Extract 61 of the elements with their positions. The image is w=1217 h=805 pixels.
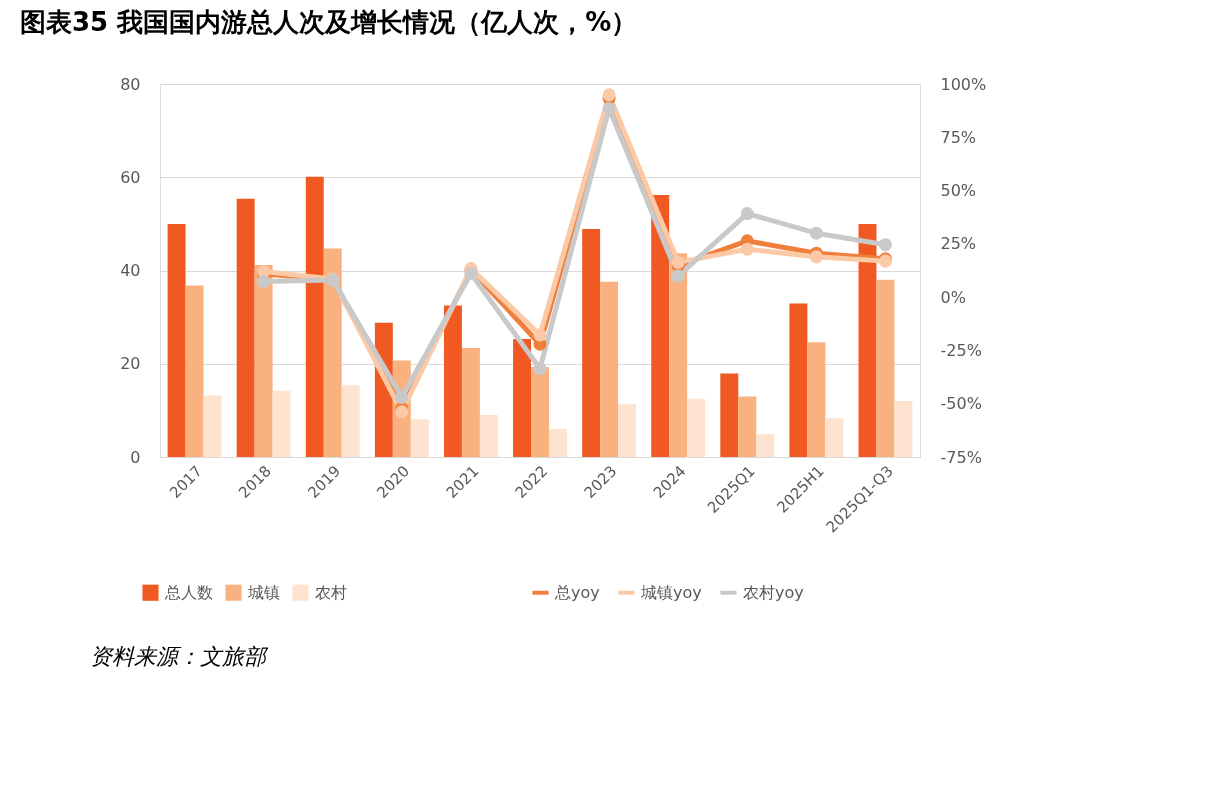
y2-tick-label: -25% xyxy=(940,340,982,360)
bar xyxy=(410,419,429,457)
point xyxy=(740,207,754,221)
y2-tick-label: 75% xyxy=(940,127,977,147)
bar xyxy=(323,248,342,457)
y-tick-label: 0 xyxy=(130,447,141,467)
y2-tick-label: -75% xyxy=(940,447,982,467)
y2-tick-label: 50% xyxy=(940,181,977,201)
bar xyxy=(756,434,775,457)
legend-label: 农村 xyxy=(315,582,347,602)
point xyxy=(395,390,409,404)
bar xyxy=(461,347,480,457)
bar xyxy=(687,398,706,457)
bar xyxy=(167,223,186,457)
bar xyxy=(479,415,498,457)
point xyxy=(533,362,547,376)
bar xyxy=(272,390,291,457)
y2-tick-label: 0% xyxy=(940,287,966,307)
bar xyxy=(305,176,324,457)
point xyxy=(740,242,754,256)
bar xyxy=(548,429,567,457)
bar xyxy=(789,303,808,457)
y-tick-label: 80 xyxy=(120,74,141,94)
point xyxy=(533,328,547,342)
bar xyxy=(185,285,204,457)
point xyxy=(878,238,892,252)
y2-tick-label: 25% xyxy=(940,234,977,254)
bar xyxy=(600,281,619,457)
point xyxy=(257,275,271,289)
y2-tick-label: -50% xyxy=(940,394,982,414)
legend-label: 总人数 xyxy=(164,582,213,602)
bar xyxy=(618,404,637,457)
point xyxy=(809,226,823,240)
bar xyxy=(513,339,532,457)
bar xyxy=(825,418,844,457)
bar xyxy=(894,401,913,457)
y-tick-label: 60 xyxy=(120,167,141,187)
bar xyxy=(341,385,360,457)
point xyxy=(671,255,685,269)
legend-label: 农村yoy xyxy=(743,582,804,602)
point xyxy=(809,250,823,264)
bar xyxy=(582,229,601,457)
legend-label: 城镇 xyxy=(247,582,280,602)
text: 资料来源：文旅部 xyxy=(90,644,269,669)
bar xyxy=(531,367,549,457)
bar xyxy=(807,342,826,457)
bar xyxy=(443,305,462,457)
y-tick-label: 20 xyxy=(120,354,141,374)
bar xyxy=(738,396,757,457)
bar xyxy=(720,373,739,457)
legend-label: 城镇yoy xyxy=(640,582,702,602)
point xyxy=(671,269,685,283)
point xyxy=(395,405,409,419)
y-tick-label: 40 xyxy=(120,261,141,280)
y2-tick-label: 100% xyxy=(940,74,987,94)
chart-title: 图表35 我国国内游总人次及增长情况（亿人次，%） xyxy=(20,7,638,37)
bar xyxy=(254,264,273,457)
legend-label: 总yoy xyxy=(554,582,600,602)
bar xyxy=(876,279,895,457)
bar xyxy=(203,395,222,457)
bar xyxy=(236,198,255,457)
